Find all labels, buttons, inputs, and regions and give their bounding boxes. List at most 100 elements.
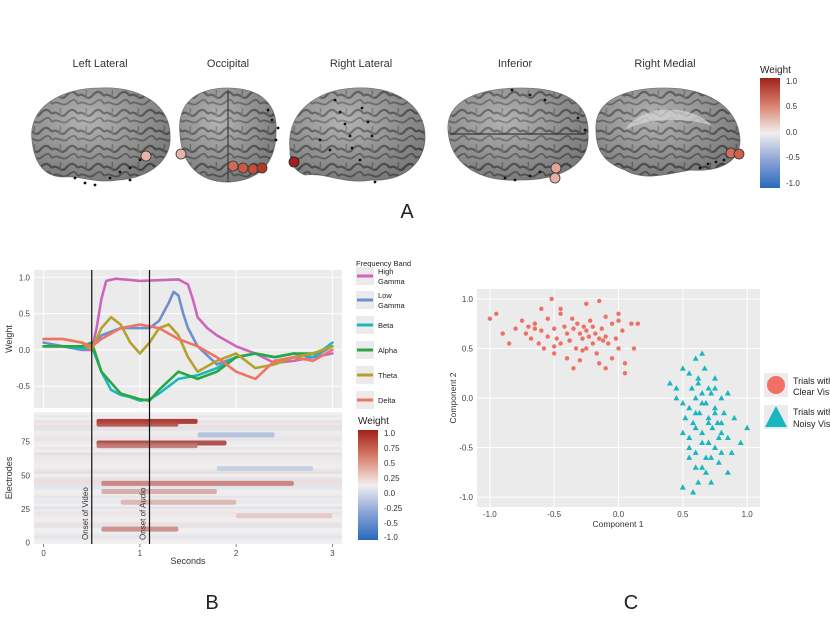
scatter-point-clear — [571, 366, 576, 371]
legend-marker-clear — [767, 376, 785, 394]
scatter-point-clear — [577, 331, 583, 336]
panel-label-b: B — [205, 592, 218, 614]
weight-legend-a: Weight 1.0 0.5 0.0 -0.5 -1.0 — [760, 65, 800, 188]
scatter-point-clear — [581, 324, 586, 329]
scatter-point-clear — [597, 361, 602, 366]
scatter-point-clear — [532, 321, 538, 326]
line-y-tick-label: 1.0 — [19, 273, 31, 282]
legend-label-noisy-line2: Noisy Visuals — [793, 419, 830, 429]
scatter-point-clear — [567, 338, 572, 343]
scatter-point-clear — [541, 346, 547, 351]
scatter-point-clear — [580, 336, 585, 341]
scatter-point-clear — [564, 331, 570, 336]
scatter-point-clear — [545, 334, 550, 339]
scatter-point-clear — [597, 336, 602, 341]
weight-tick: -1.0 — [786, 179, 800, 188]
heatmap-colorbar-tick: 0.5 — [384, 459, 396, 468]
scatter-point-clear — [584, 328, 589, 333]
line-y-ticks: 1.0 0.5 0.0 -0.5 — [16, 273, 30, 391]
frequency-band-legend-title: Frequency Band — [356, 259, 411, 268]
scatter-x-tick-label: -1.0 — [483, 510, 497, 519]
scatter-point-noisy — [701, 365, 708, 371]
scatter-point-noisy — [690, 419, 697, 426]
scatter-point-noisy — [715, 434, 722, 441]
scatter-point-noisy — [702, 469, 709, 475]
scatter-point-noisy — [673, 385, 680, 391]
scatter-point-noisy — [699, 399, 706, 406]
panel-c-scatter: -1.0 -0.5 0.0 0.5 1.0 1.0 0.5 0.0 -0.5 -1.0 Comp… — [448, 289, 760, 529]
scatter-point-clear — [590, 341, 595, 346]
scatter-point-clear — [569, 316, 575, 321]
series-line — [42, 323, 334, 381]
scatter-point-noisy — [720, 409, 727, 416]
scatter-point-noisy — [708, 479, 715, 485]
scatter-point-noisy — [724, 390, 731, 396]
scatter-point-noisy — [718, 449, 725, 455]
legend-label-clear-line1: Trials with — [793, 376, 830, 386]
scatter-point-clear — [613, 336, 619, 341]
scatter-point-clear — [590, 324, 595, 329]
scatter-point-clear — [487, 316, 493, 321]
scatter-point-noisy — [702, 454, 709, 460]
scatter-point-noisy — [692, 424, 699, 431]
brain-view-label: Occipital — [207, 58, 249, 70]
legend-label: Low — [378, 291, 392, 300]
heatmap-x-ticks: 0 1 2 3 — [41, 544, 335, 558]
scatter-point-clear — [558, 311, 563, 316]
scatter-point-noisy — [692, 395, 699, 401]
heatmap-colorbar-tick: -0.25 — [384, 504, 403, 513]
scatter-point-noisy — [686, 434, 693, 441]
panel-label-c: C — [624, 592, 638, 614]
legend-label: Gamma — [378, 301, 406, 310]
weighted-electrode — [288, 156, 300, 168]
scatter-point-noisy — [711, 409, 718, 416]
heatmap-band — [101, 488, 217, 494]
scatter-y-tick-label: 0.5 — [462, 344, 474, 353]
scatter-point-noisy — [699, 429, 706, 436]
scatter-y-axis-label: Component 2 — [448, 372, 458, 423]
legend-marker-noisy — [765, 406, 787, 427]
scatter-point-noisy — [686, 454, 693, 460]
event-lines: Onset of Video Onset of Audio — [81, 270, 151, 544]
scatter-point-clear — [620, 328, 625, 333]
scatter-point-clear — [603, 334, 608, 339]
heatmap-band — [197, 432, 275, 438]
panel-label-a: A — [400, 201, 414, 223]
scatter-point-clear — [562, 324, 567, 329]
heatmap-x-tick-label: 0 — [41, 549, 46, 558]
legend-label-noisy-line1: Trials with — [793, 407, 830, 417]
scatter-point-noisy — [705, 419, 712, 426]
scatter-point-clear — [551, 344, 557, 349]
scatter-point-clear — [554, 336, 559, 341]
scatter-point-noisy — [692, 409, 699, 416]
scatter-point-noisy — [705, 385, 712, 391]
scatter-point-noisy — [679, 484, 686, 490]
heatmap-band — [216, 466, 314, 472]
heatmap-colorbar-tick: -0.5 — [384, 519, 398, 528]
heatmap-colorbar-tick: 0.0 — [384, 489, 396, 498]
scatter-point-noisy — [711, 404, 718, 411]
scatter-point-noisy — [714, 419, 721, 426]
line-y-tick-label: 0.0 — [19, 346, 31, 355]
electrode-dots — [73, 158, 142, 187]
scatter-point-clear — [609, 321, 615, 326]
line-y-axis-label: Weight — [4, 325, 14, 353]
scatter-point-clear — [539, 328, 544, 333]
scatter-y-tick-label: 0.0 — [462, 394, 474, 403]
scatter-x-tick-label: 1.0 — [742, 510, 754, 519]
scatter-point-noisy — [744, 424, 751, 431]
scatter-point-noisy — [705, 414, 712, 421]
legend-label: Alpha — [378, 346, 398, 355]
scatter-point-clear — [622, 361, 628, 366]
scatter-point-clear — [616, 311, 621, 316]
weighted-electrode — [140, 150, 152, 162]
scatter-point-clear — [494, 311, 499, 316]
scatter-point-clear — [588, 318, 593, 323]
scatter-point-noisy — [686, 444, 693, 450]
scatter-x-tick-label: -0.5 — [547, 510, 561, 519]
scatter-point-clear — [573, 346, 579, 351]
scatter-point-clear — [558, 306, 563, 312]
scatter-x-tick-label: 0.0 — [613, 510, 625, 519]
scatter-legend: Trials with Clear Visuals Trials with No… — [764, 373, 830, 429]
scatter-point-clear — [584, 346, 589, 351]
